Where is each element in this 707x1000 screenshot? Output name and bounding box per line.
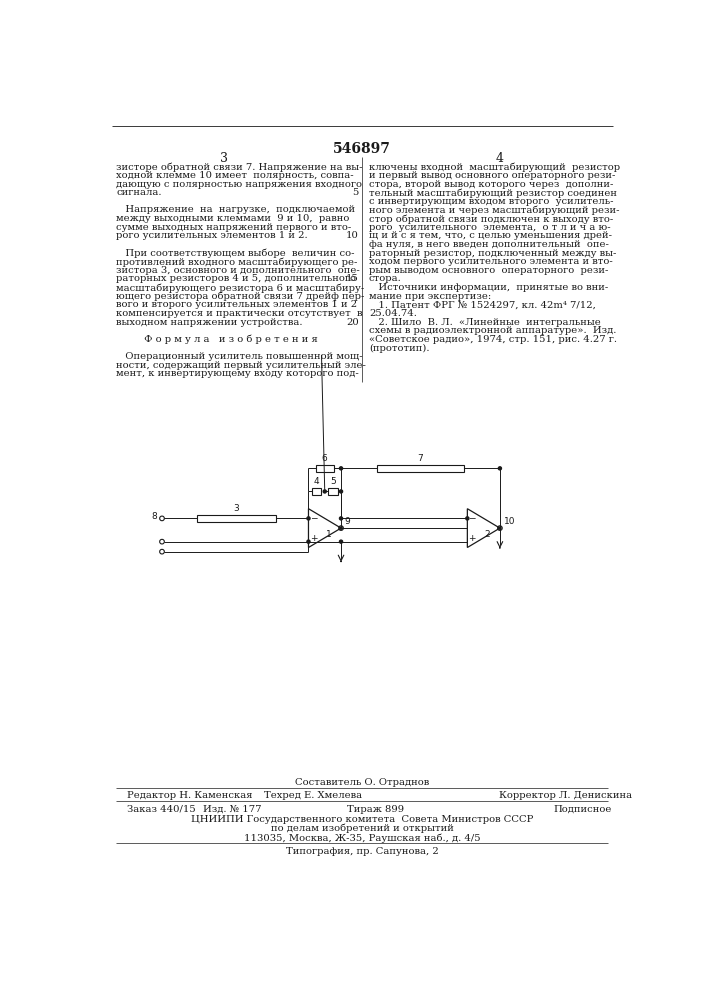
Text: сумме выходных напряжений первого и вто-: сумме выходных напряжений первого и вто- — [116, 223, 351, 232]
Text: зистора 3, основного и дополнительного  опе-: зистора 3, основного и дополнительного о… — [116, 266, 360, 275]
Bar — [197, 515, 276, 522]
Text: 10: 10 — [504, 517, 515, 526]
Text: 1. Патент ФРГ № 1524297, кл. 42m⁴ 7/12,: 1. Патент ФРГ № 1524297, кл. 42m⁴ 7/12, — [369, 300, 596, 309]
Text: вого и второго усилительных элементов 1 и 2: вого и второго усилительных элементов 1 … — [116, 300, 358, 309]
Text: (прототип).: (прототип). — [369, 343, 429, 353]
Text: 113035, Москва, Ж-35, Раушская наб., д. 4/5: 113035, Москва, Ж-35, Раушская наб., д. … — [244, 833, 480, 843]
Text: 1: 1 — [326, 530, 332, 539]
Text: зисторе обратной связи 7. Напряжение на вы-: зисторе обратной связи 7. Напряжение на … — [116, 162, 363, 172]
Text: 2: 2 — [485, 530, 491, 539]
Text: 15: 15 — [346, 274, 359, 283]
Text: ности, содержащий первый усилительный эле-: ности, содержащий первый усилительный эл… — [116, 361, 366, 370]
Text: ющего резистора обратной связи 7 дрейф пер-: ющего резистора обратной связи 7 дрейф п… — [116, 292, 365, 301]
Circle shape — [307, 517, 310, 520]
Text: +: + — [469, 534, 476, 543]
Circle shape — [339, 517, 343, 520]
Text: Типография, пр. Сапунова, 2: Типография, пр. Сапунова, 2 — [286, 847, 438, 856]
Text: Техред Е. Хмелева: Техред Е. Хмелева — [264, 791, 362, 800]
Text: 25.04.74.: 25.04.74. — [369, 309, 417, 318]
Text: Подписное: Подписное — [554, 805, 612, 814]
Circle shape — [339, 540, 343, 543]
Text: −: − — [310, 513, 317, 522]
Text: дающую с полярностью напряжения входного: дающую с полярностью напряжения входного — [116, 180, 362, 189]
Text: Операционный усилитель повышенной мощ-: Операционный усилитель повышенной мощ- — [116, 352, 363, 361]
Text: 6: 6 — [322, 454, 327, 463]
Text: ного элемента и через масштабирующий рези-: ного элемента и через масштабирующий рез… — [369, 205, 619, 215]
Text: 8: 8 — [151, 512, 158, 521]
Text: тельный масштабирующий резистор соединен: тельный масштабирующий резистор соединен — [369, 188, 617, 198]
Circle shape — [498, 527, 501, 529]
Bar — [377, 465, 464, 472]
Text: 5: 5 — [330, 477, 336, 486]
Bar — [312, 488, 322, 495]
Text: ходом первого усилительного элемента и вто-: ходом первого усилительного элемента и в… — [369, 257, 613, 266]
Text: Редактор Н. Каменская: Редактор Н. Каменская — [127, 791, 252, 800]
Text: мент, к инвертирующему входу которого под-: мент, к инвертирующему входу которого по… — [116, 369, 359, 378]
Circle shape — [498, 467, 501, 470]
Text: с инвертирующим входом второго  усилитель-: с инвертирующим входом второго усилитель… — [369, 197, 614, 206]
Text: Источники информации,  принятые во вни-: Источники информации, принятые во вни- — [369, 283, 608, 292]
Text: выходном напряжении устройства.: выходном напряжении устройства. — [116, 318, 303, 327]
Circle shape — [466, 517, 469, 520]
Bar — [328, 488, 338, 495]
Text: 9: 9 — [344, 517, 350, 526]
Text: рого  усилительного  элемента,  о т л и ч а ю-: рого усилительного элемента, о т л и ч а… — [369, 223, 611, 232]
Text: стора, второй вывод которого через  дополни-: стора, второй вывод которого через допол… — [369, 180, 613, 189]
Circle shape — [307, 540, 310, 543]
Text: 2. Шило  В. Л.  «Линейные  интегральные: 2. Шило В. Л. «Линейные интегральные — [369, 318, 601, 327]
Text: 5: 5 — [353, 188, 359, 197]
Bar — [316, 465, 334, 472]
Text: 4: 4 — [495, 152, 503, 165]
Text: схемы в радиоэлектронной аппаратуре».  Изд.: схемы в радиоэлектронной аппаратуре». Из… — [369, 326, 617, 335]
Text: мание при экспертизе:: мание при экспертизе: — [369, 292, 491, 301]
Text: −: − — [469, 513, 476, 522]
Text: и первый вывод основного операторного рези-: и первый вывод основного операторного ре… — [369, 171, 615, 180]
Text: противлений входного масштабирующего ре-: противлений входного масштабирующего ре- — [116, 257, 358, 267]
Text: стора.: стора. — [369, 274, 402, 283]
Text: Изд. № 177: Изд. № 177 — [202, 805, 261, 814]
Text: ЦНИИПИ Государственного комитета  Совета Министров СССР: ЦНИИПИ Государственного комитета Совета … — [191, 815, 533, 824]
Text: Тираж 899: Тираж 899 — [346, 805, 404, 814]
Text: ходной клемме 10 имеет  полярность, совпа-: ходной клемме 10 имеет полярность, совпа… — [116, 171, 354, 180]
Text: масштабирующего резистора 6 и масштабиру-: масштабирующего резистора 6 и масштабиру… — [116, 283, 365, 293]
Text: раторных резисторов 4 и 5, дополнительного: раторных резисторов 4 и 5, дополнительно… — [116, 274, 356, 283]
Text: между выходными клеммами  9 и 10,  равно: между выходными клеммами 9 и 10, равно — [116, 214, 350, 223]
Text: рым выводом основного  операторного  рези-: рым выводом основного операторного рези- — [369, 266, 608, 275]
Circle shape — [339, 490, 343, 493]
Text: компенсируется и практически отсутствует  в: компенсируется и практически отсутствует… — [116, 309, 363, 318]
Text: сигнала.: сигнала. — [116, 188, 162, 197]
Text: 3: 3 — [220, 152, 228, 165]
Text: Заказ 440/15: Заказ 440/15 — [127, 805, 196, 814]
Text: 3: 3 — [233, 504, 239, 513]
Text: 4: 4 — [314, 477, 320, 486]
Text: 546897: 546897 — [333, 142, 391, 156]
Text: +: + — [310, 534, 317, 543]
Text: стор обратной связи подключен к выходу вто-: стор обратной связи подключен к выходу в… — [369, 214, 613, 224]
Text: 7: 7 — [418, 454, 423, 463]
Text: фа нуля, в него введен дополнительный  опе-: фа нуля, в него введен дополнительный оп… — [369, 240, 609, 249]
Text: 20: 20 — [346, 318, 359, 327]
Text: рого усилительных элементов 1 и 2.: рого усилительных элементов 1 и 2. — [116, 231, 308, 240]
Text: Ф о р м у л а   и з о б р е т е н и я: Ф о р м у л а и з о б р е т е н и я — [116, 335, 318, 344]
Text: 10: 10 — [346, 231, 359, 240]
Text: При соответствующем выборе  величин со-: При соответствующем выборе величин со- — [116, 249, 355, 258]
Text: Напряжение  на  нагрузке,  подключаемой: Напряжение на нагрузке, подключаемой — [116, 205, 356, 214]
Text: по делам изобретений и открытий: по делам изобретений и открытий — [271, 824, 453, 833]
Text: щ и й с я тем, что, с целью уменьшения дрей-: щ и й с я тем, что, с целью уменьшения д… — [369, 231, 612, 240]
Text: ключены входной  масштабирующий  резистор: ключены входной масштабирующий резистор — [369, 162, 620, 172]
Text: Корректор Л. Денискина: Корректор Л. Денискина — [499, 791, 632, 800]
Text: раторный резистор, подключенный между вы-: раторный резистор, подключенный между вы… — [369, 249, 617, 258]
Text: Составитель О. Отраднов: Составитель О. Отраднов — [295, 778, 429, 787]
Circle shape — [339, 467, 343, 470]
Text: «Советское радио», 1974, стр. 151, рис. 4.27 г.: «Советское радио», 1974, стр. 151, рис. … — [369, 335, 617, 344]
Circle shape — [340, 527, 342, 529]
Circle shape — [323, 490, 327, 493]
